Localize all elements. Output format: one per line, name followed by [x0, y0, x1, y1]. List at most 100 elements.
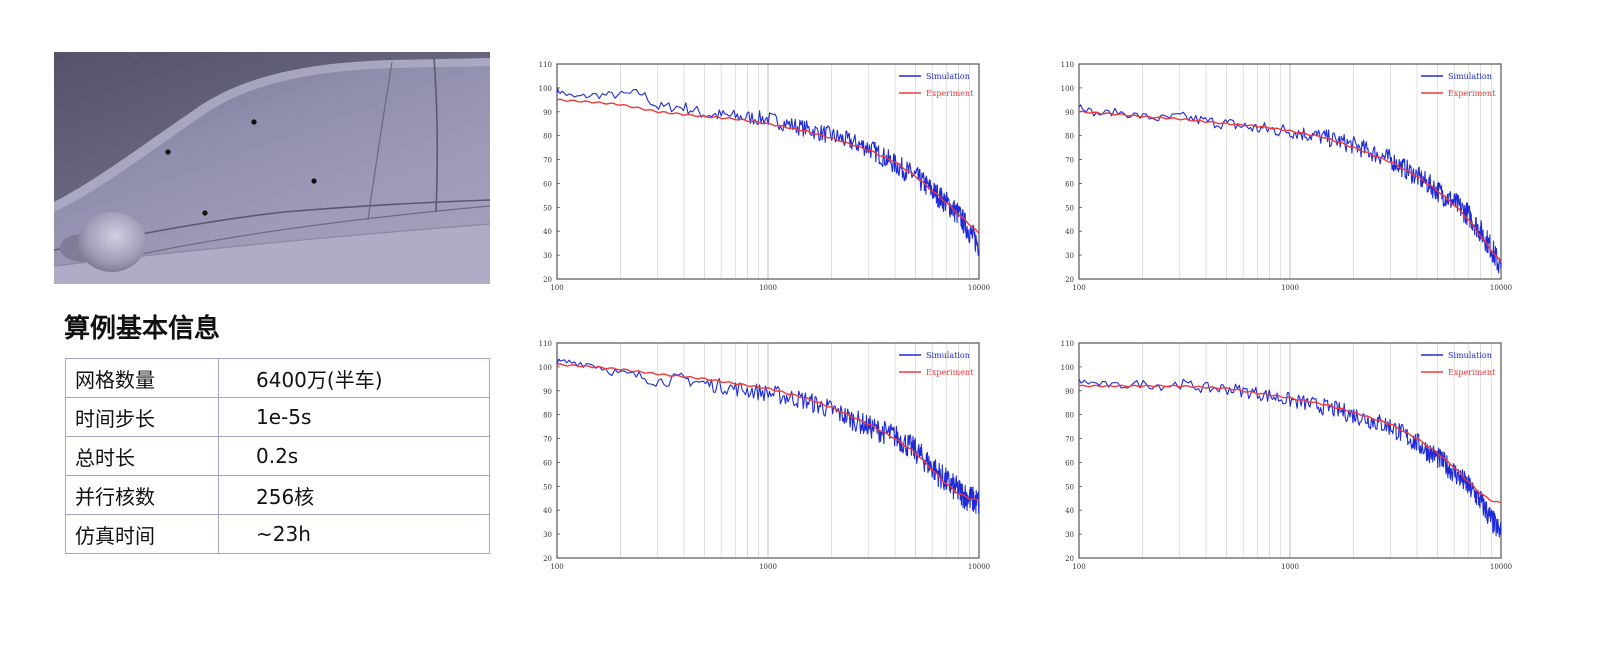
row-value-total-time: 0.2s — [218, 436, 490, 476]
row-key-time-step: 时间步长 — [65, 397, 219, 437]
legend-label-simulation: Simulation — [926, 351, 970, 360]
row-value-cores: 256核 — [218, 475, 490, 515]
y-tick-label: 100 — [1061, 85, 1074, 93]
plot-frame — [1078, 342, 1502, 559]
belt-line — [113, 205, 490, 261]
y-tick-label: 30 — [1065, 252, 1074, 260]
y-tick-label: 110 — [539, 61, 552, 69]
y-tick-label: 100 — [539, 85, 552, 93]
legend-label-experiment: Experiment — [926, 89, 974, 98]
y-tick-label: 50 — [543, 483, 552, 491]
probe-point-3 — [311, 178, 317, 184]
y-tick-label: 40 — [543, 228, 552, 236]
y-tick-label: 40 — [1065, 228, 1074, 236]
x-tick-label: 100 — [1072, 563, 1085, 571]
y-tick-label: 80 — [543, 133, 552, 141]
y-tick-label: 70 — [543, 436, 552, 444]
b-pillar-line — [367, 61, 393, 221]
row-value-mesh-count: 6400万(半车) — [218, 358, 490, 398]
y-tick-label: 60 — [543, 180, 552, 188]
row-key-total-time: 总时长 — [65, 436, 219, 476]
x-tick-label: 1000 — [759, 284, 777, 292]
row-key-mesh-count: 网格数量 — [65, 358, 219, 398]
y-tick-label: 90 — [543, 388, 552, 396]
simulation-series-line — [556, 358, 980, 514]
row-value-time-step: 1e-5s — [218, 397, 490, 437]
legend-label-experiment: Experiment — [926, 368, 974, 377]
row-key-cores: 并行核数 — [65, 475, 219, 515]
x-tick-label: 100 — [1072, 284, 1085, 292]
y-tick-label: 30 — [543, 531, 552, 539]
experiment-series-line — [1078, 384, 1502, 504]
x-tick-label: 1000 — [1281, 563, 1299, 571]
info-panel-title: 算例基本信息 — [64, 314, 221, 344]
y-tick-label: 60 — [1065, 459, 1074, 467]
y-tick-label: 20 — [543, 555, 552, 563]
y-tick-label: 30 — [543, 252, 552, 260]
experiment-series-line — [556, 363, 980, 502]
probe-point-1 — [165, 149, 171, 155]
lower-body — [54, 224, 490, 284]
chart-top-right: 20 30 40 50 60 70 80 90 100 110 100 1000 10000 Simula… — [1061, 61, 1512, 292]
y-tick-label: 90 — [1065, 109, 1074, 117]
simulation-series-line — [556, 87, 980, 257]
probe-point-4 — [202, 210, 208, 216]
simulation-series-line — [1078, 378, 1502, 538]
legend-label-simulation: Simulation — [1448, 351, 1492, 360]
chart-bottom-right: 20 30 40 50 60 70 80 90 100 110 100 1000 10000 Simula… — [1061, 340, 1512, 571]
y-tick-label: 50 — [1065, 483, 1074, 491]
y-tick-label: 70 — [543, 157, 552, 165]
experiment-series-line — [1078, 110, 1502, 263]
legend-label-simulation: Simulation — [926, 72, 970, 81]
y-tick-label: 20 — [543, 276, 552, 284]
table-row: 时间步长 1e-5s — [65, 397, 490, 437]
table-row: 网格数量 6400万(半车) — [65, 358, 490, 398]
side-mirror — [78, 212, 146, 272]
y-tick-label: 90 — [543, 109, 552, 117]
probe-point-2 — [251, 119, 257, 125]
plot-frame — [556, 63, 980, 280]
plot-frame — [556, 342, 980, 559]
y-tick-label: 30 — [1065, 531, 1074, 539]
info-table: 网格数量 6400万(半车) 时间步长 1e-5s 总时长 0.2s 并行核数 … — [65, 358, 490, 554]
roof-line — [127, 52, 175, 83]
x-tick-label: 1000 — [759, 563, 777, 571]
y-tick-label: 90 — [1065, 388, 1074, 396]
roof-area — [54, 52, 490, 202]
experiment-series-line — [556, 98, 980, 234]
x-tick-label: 10000 — [1490, 284, 1512, 292]
chart-bottom-left: 20 30 40 50 60 70 80 90 100 110 100 1000 10000 Simula… — [539, 340, 990, 571]
y-tick-label: 100 — [539, 364, 552, 372]
x-tick-label: 10000 — [1490, 563, 1512, 571]
y-tick-label: 70 — [1065, 157, 1074, 165]
legend-label-experiment: Experiment — [1448, 89, 1496, 98]
x-tick-label: 10000 — [968, 284, 990, 292]
legend-label-experiment: Experiment — [1448, 368, 1496, 377]
door-gap-line — [433, 57, 439, 213]
y-tick-label: 50 — [543, 204, 552, 212]
table-row: 并行核数 256核 — [65, 475, 490, 515]
y-tick-label: 70 — [1065, 436, 1074, 444]
table-row: 仿真时间 ~23h — [65, 514, 490, 554]
car-side-render — [54, 52, 490, 284]
y-tick-label: 40 — [1065, 507, 1074, 515]
x-tick-label: 1000 — [1281, 284, 1299, 292]
y-tick-label: 80 — [543, 412, 552, 420]
y-tick-label: 110 — [539, 340, 552, 348]
y-tick-label: 110 — [1061, 340, 1074, 348]
y-tick-label: 50 — [1065, 204, 1074, 212]
x-tick-label: 100 — [550, 284, 563, 292]
y-tick-label: 40 — [543, 507, 552, 515]
row-key-sim-duration: 仿真时间 — [65, 514, 219, 554]
x-tick-label: 100 — [550, 563, 563, 571]
x-tick-label: 10000 — [968, 563, 990, 571]
y-tick-label: 20 — [1065, 276, 1074, 284]
y-tick-label: 100 — [1061, 364, 1074, 372]
y-tick-label: 80 — [1065, 133, 1074, 141]
table-row: 总时长 0.2s — [65, 436, 490, 476]
car-surface-svg — [54, 52, 490, 284]
chart-top-left: 20 30 40 50 60 70 80 90 100 110 100 1000 10000 Simula… — [539, 61, 990, 292]
y-tick-label: 20 — [1065, 555, 1074, 563]
y-tick-label: 60 — [543, 459, 552, 467]
y-tick-label: 80 — [1065, 412, 1074, 420]
